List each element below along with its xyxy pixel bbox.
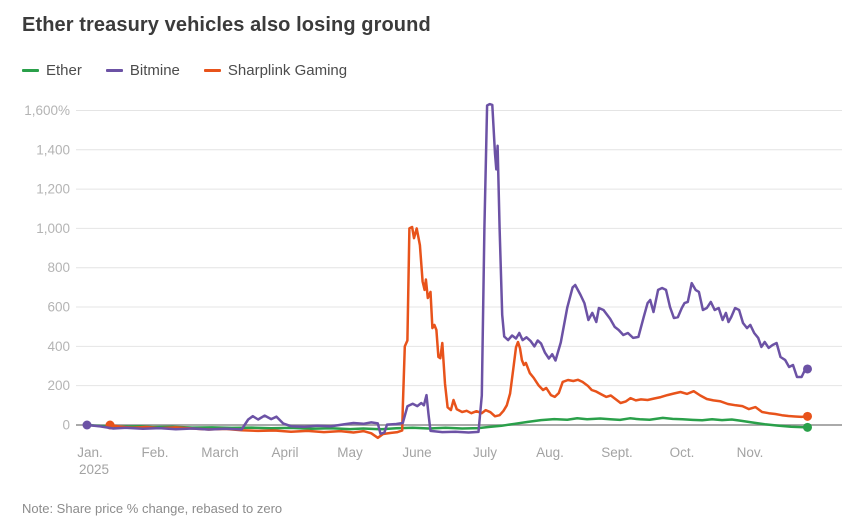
chart-title: Ether treasury vehicles also losing grou… <box>22 14 431 36</box>
bitmine-start-dot <box>82 420 92 430</box>
ether-end-dot <box>803 422 813 432</box>
x-tick-label: March <box>201 445 239 460</box>
legend-label-sharplink: Sharplink Gaming <box>227 62 348 79</box>
x-tick-label: April <box>271 445 298 460</box>
sharplink-series-line <box>108 225 809 440</box>
legend-item-sharplink: Sharplink Gaming <box>203 62 348 79</box>
x-tick-label: Jan. <box>77 445 103 460</box>
bitmine-series-line <box>85 102 809 436</box>
x-tick-label: June <box>402 445 431 460</box>
chart-note: Note: Share price % change, rebased to z… <box>22 501 283 516</box>
y-tick-label: 1,200 <box>36 182 70 197</box>
x-tick-label: Aug. <box>536 445 564 460</box>
legend-label-ether: Ether <box>46 62 82 79</box>
y-tick-label: 600 <box>47 300 70 315</box>
legend-label-bitmine: Bitmine <box>129 62 180 79</box>
x-tick-label: July <box>473 445 497 460</box>
x-axis-year-label: 2025 <box>79 462 109 477</box>
x-tick-label: Sept. <box>601 445 633 460</box>
y-tick-label: 1,400 <box>36 142 70 157</box>
legend: Ether Bitmine Sharplink Gaming <box>22 62 347 79</box>
y-tick-label: 200 <box>47 378 70 393</box>
y-tick-label: 400 <box>47 339 70 354</box>
legend-item-bitmine: Bitmine <box>105 62 180 79</box>
x-tick-label: May <box>337 445 363 460</box>
legend-item-ether: Ether <box>22 62 82 79</box>
sharplink-end-dot <box>803 411 813 421</box>
sharplink-line-swatch <box>203 69 221 72</box>
x-tick-label: Oct. <box>670 445 695 460</box>
bitmine-end-dot <box>803 364 813 374</box>
bitmine-line-swatch <box>105 69 123 72</box>
y-tick-label: 800 <box>47 260 70 275</box>
y-tick-label: 0 <box>62 418 70 433</box>
y-tick-label: 1,000 <box>36 221 70 236</box>
y-tick-label: 1,600% <box>24 103 70 118</box>
x-tick-label: Nov. <box>737 445 764 460</box>
x-tick-label: Feb. <box>141 445 168 460</box>
ether-line-swatch <box>22 69 39 72</box>
